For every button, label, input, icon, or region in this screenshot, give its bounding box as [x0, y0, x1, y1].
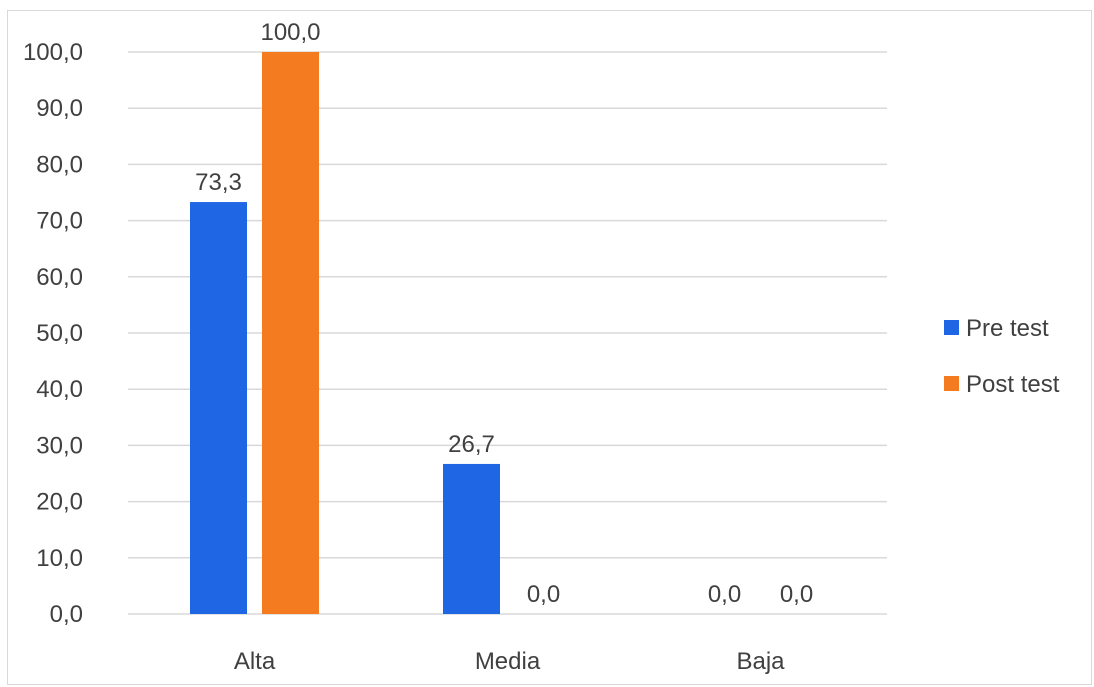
legend-label: Post test [966, 371, 1060, 398]
bars [190, 52, 500, 614]
y-tick-label: 100,0 [23, 39, 83, 66]
y-tick-label: 80,0 [36, 151, 83, 178]
y-tick-label: 30,0 [36, 432, 83, 459]
gridlines [128, 51, 887, 615]
chart-frame [7, 10, 1092, 685]
bar-pre-test-media [443, 463, 500, 614]
y-axis-tick-labels: 0,0 10,0 20,0 30,0 40,0 50,0 60,0 70,0 80,0 90,0 1… [23, 39, 83, 628]
legend: Pre test Post test [944, 315, 1060, 398]
y-tick-label: 0,0 [50, 601, 83, 628]
legend-swatch [944, 320, 959, 335]
data-label: 0,0 [708, 581, 741, 608]
y-tick-label: 70,0 [36, 208, 83, 235]
bar-pre-test-alta [190, 202, 247, 614]
y-tick-label: 50,0 [36, 320, 83, 347]
y-tick-label: 10,0 [36, 545, 83, 572]
data-label: 0,0 [780, 581, 813, 608]
x-axis-tick-labels: Alta Media Baja [234, 648, 785, 675]
data-label: 73,3 [195, 169, 242, 196]
data-labels: 73,3 100,0 26,7 0,0 0,0 0,0 [195, 19, 813, 608]
data-label: 100,0 [260, 19, 320, 46]
data-label: 26,7 [448, 431, 495, 458]
x-tick-label: Media [475, 648, 541, 675]
y-tick-label: 60,0 [36, 264, 83, 291]
legend-swatch [944, 376, 959, 391]
x-tick-label: Baja [736, 648, 785, 675]
data-label: 0,0 [527, 581, 560, 608]
bar-post-test-alta [262, 52, 319, 614]
y-tick-label: 40,0 [36, 376, 83, 403]
x-tick-label: Alta [234, 648, 276, 675]
y-tick-label: 90,0 [36, 95, 83, 122]
legend-label: Pre test [966, 315, 1049, 342]
y-tick-label: 20,0 [36, 489, 83, 516]
